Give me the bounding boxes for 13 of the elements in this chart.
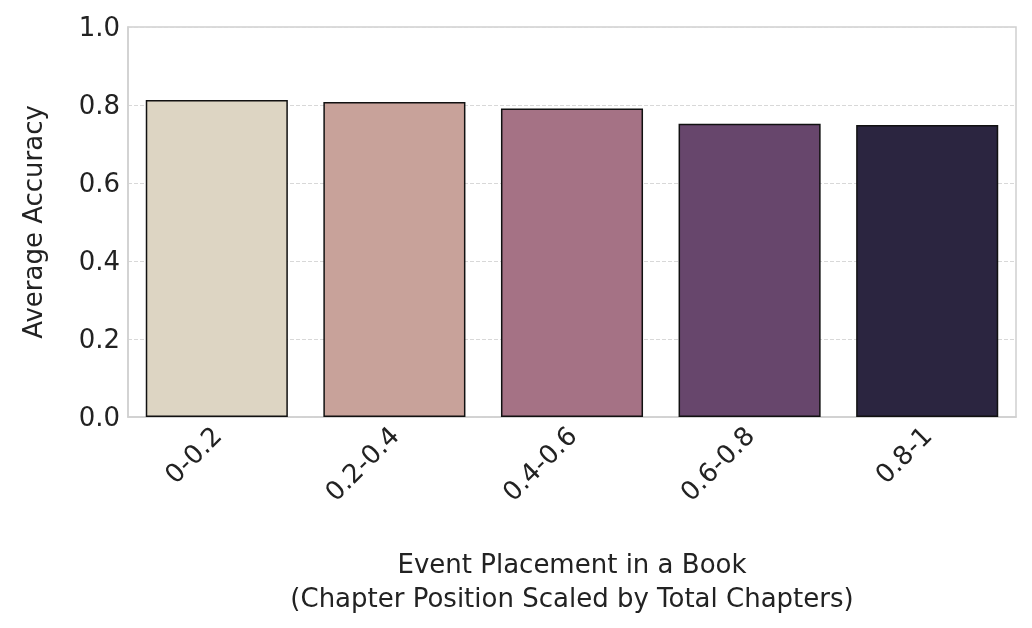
y-tick-label: 0.8 [78,90,120,120]
y-tick-label: 0.2 [78,324,120,354]
y-tick-label: 0.0 [78,402,120,432]
x-axis-title: Event Placement in a Book (Chapter Position Scaled by Total Chapters) [290,549,854,613]
y-tick-label: 0.6 [78,168,120,198]
bar [856,124,999,417]
y-tick-label: 1.0 [78,12,120,42]
bar [678,123,821,417]
bar [500,108,644,417]
y-tick-label: 0.4 [78,246,120,276]
bar [323,101,466,417]
y-axis-title: Average Accuracy [18,105,48,339]
bar [145,99,288,417]
